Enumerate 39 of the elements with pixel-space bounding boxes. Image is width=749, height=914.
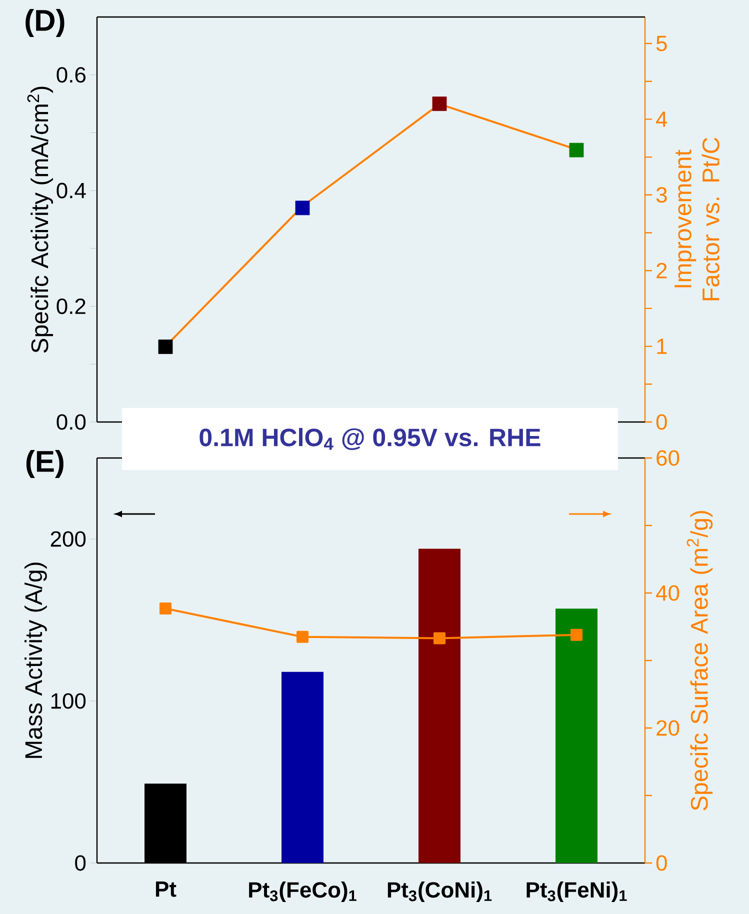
x-tick-label: Pt (156, 882, 176, 897)
y2-tick-label: 5 (656, 36, 667, 52)
y2-tick-label: 0 (656, 414, 667, 430)
point (295, 200, 310, 216)
y2-tick-label: 3 (656, 187, 667, 203)
point (569, 142, 584, 158)
x-tick-label: Pt$_{3}$(FeNi)$_{1}$ (526, 882, 627, 902)
y2-tick-label: 40 (656, 585, 680, 601)
chart-title: (D) (26, 9, 64, 37)
x-tick-label: Pt$_{3}$(CoNi)$_{1}$ (388, 882, 492, 902)
y-tick-label: 200 (50, 531, 86, 547)
y2-tick-label: 2 (656, 262, 667, 278)
y-tick-label: 0.6 (56, 67, 86, 83)
y-tick-label: 0.4 (56, 182, 86, 198)
x-tick-label: Pt$_{3}$(FeCo)$_{1}$ (249, 882, 356, 902)
y2-axis-title: Improvement Factor vs. Pt/C (674, 138, 720, 300)
point (432, 96, 447, 111)
bar (418, 548, 460, 863)
text: 0.1M HClO$_{4}$ @ 0.95V vs. RHE (200, 428, 540, 450)
y-tick-label: 0.2 (56, 298, 86, 314)
y2-tick-label: 60 (656, 450, 680, 466)
y-axis-title: Mass Activity (A/g) (24, 562, 47, 758)
y2-tick-label: 1 (657, 338, 667, 354)
y-tick-label: 100 (51, 693, 86, 709)
point (160, 602, 172, 615)
y-tick-label: 0.0 (56, 414, 86, 430)
y-axis-title: Specifc Activity (mA/cm$^{2}$) (27, 86, 54, 353)
point (434, 632, 446, 644)
chart-title: (E) (26, 450, 64, 478)
y2-tick-label: 0 (656, 855, 667, 871)
point (158, 340, 173, 354)
y2-tick-label: 20 (656, 720, 680, 736)
point (570, 628, 582, 641)
y-tick-label: 0 (75, 855, 86, 871)
point (296, 630, 308, 643)
bar (281, 672, 324, 863)
y2-tick-label: 4 (656, 112, 668, 127)
y2-axis-title: Specifc Surface Area (m$^{2}$/g) (686, 511, 713, 810)
bar (555, 608, 598, 863)
